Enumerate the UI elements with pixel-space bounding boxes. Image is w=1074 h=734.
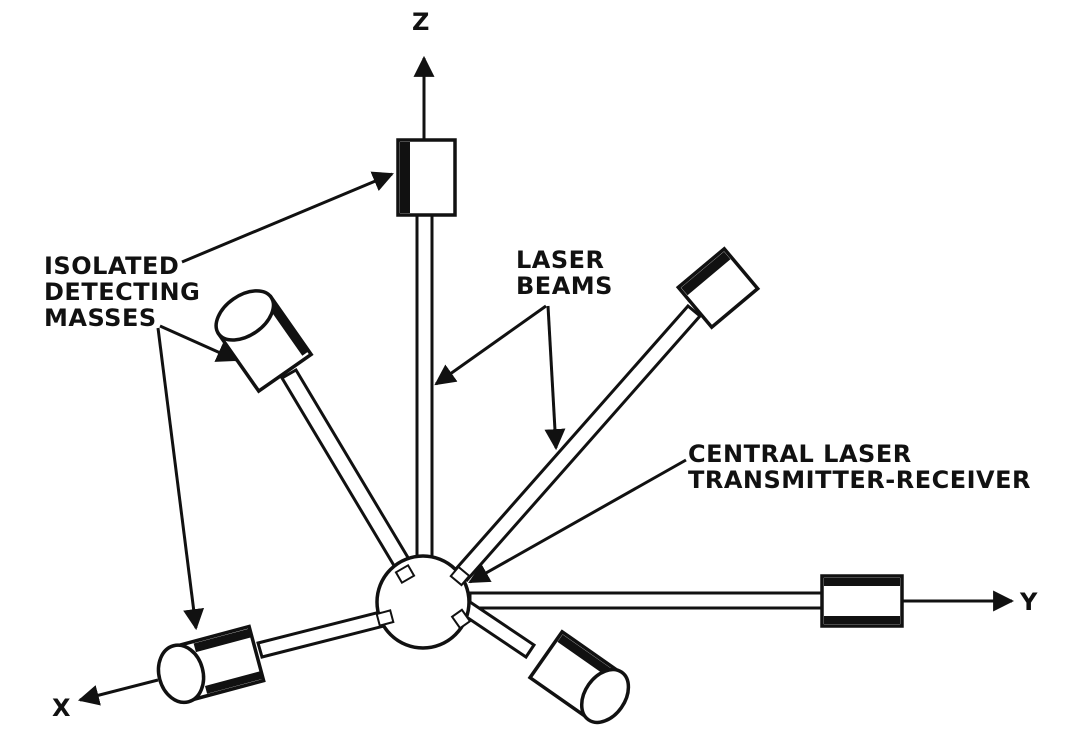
central-label-line-1: CENTRAL LASER (688, 440, 912, 468)
beam-upper-right (452, 303, 703, 583)
y-axis-label: Y (1019, 588, 1038, 616)
x-axis-arrow (77, 678, 159, 706)
beam-lower-right (459, 599, 537, 660)
x-axis-label: X (52, 694, 71, 722)
mass-upper-right (675, 246, 761, 330)
mass-x (156, 624, 266, 705)
mass-y (820, 574, 904, 628)
isolated-label-line-3: MASSES (44, 304, 157, 332)
beams-label-line-1: LASER (516, 246, 605, 274)
isolated-label-line-1: ISOLATED (44, 252, 179, 280)
central-label-line-2: TRANSMITTER-RECEIVER (688, 466, 1031, 494)
leader-beams-to-z-beam (434, 304, 547, 386)
leader-beams-to-right-beam (544, 305, 566, 451)
beam-y (468, 591, 826, 610)
mass-lower-right (527, 629, 631, 725)
beam-upper-left (279, 367, 419, 582)
beams-label-line-2: BEAMS (516, 272, 613, 300)
mass-upper-left (214, 289, 314, 394)
leader-isolated-to-z-mass (181, 171, 394, 264)
mass-z (396, 138, 457, 217)
z-axis-label: Z (412, 8, 430, 36)
beam-z (415, 213, 434, 573)
isolated-label-line-2: DETECTING (44, 278, 200, 306)
leader-central-to-sphere (468, 458, 687, 584)
leader-masses-to-x (156, 327, 205, 631)
leader-masses-to-upper-left (159, 324, 238, 362)
central-transmitter-sphere (375, 554, 472, 650)
beam-x (256, 610, 386, 659)
